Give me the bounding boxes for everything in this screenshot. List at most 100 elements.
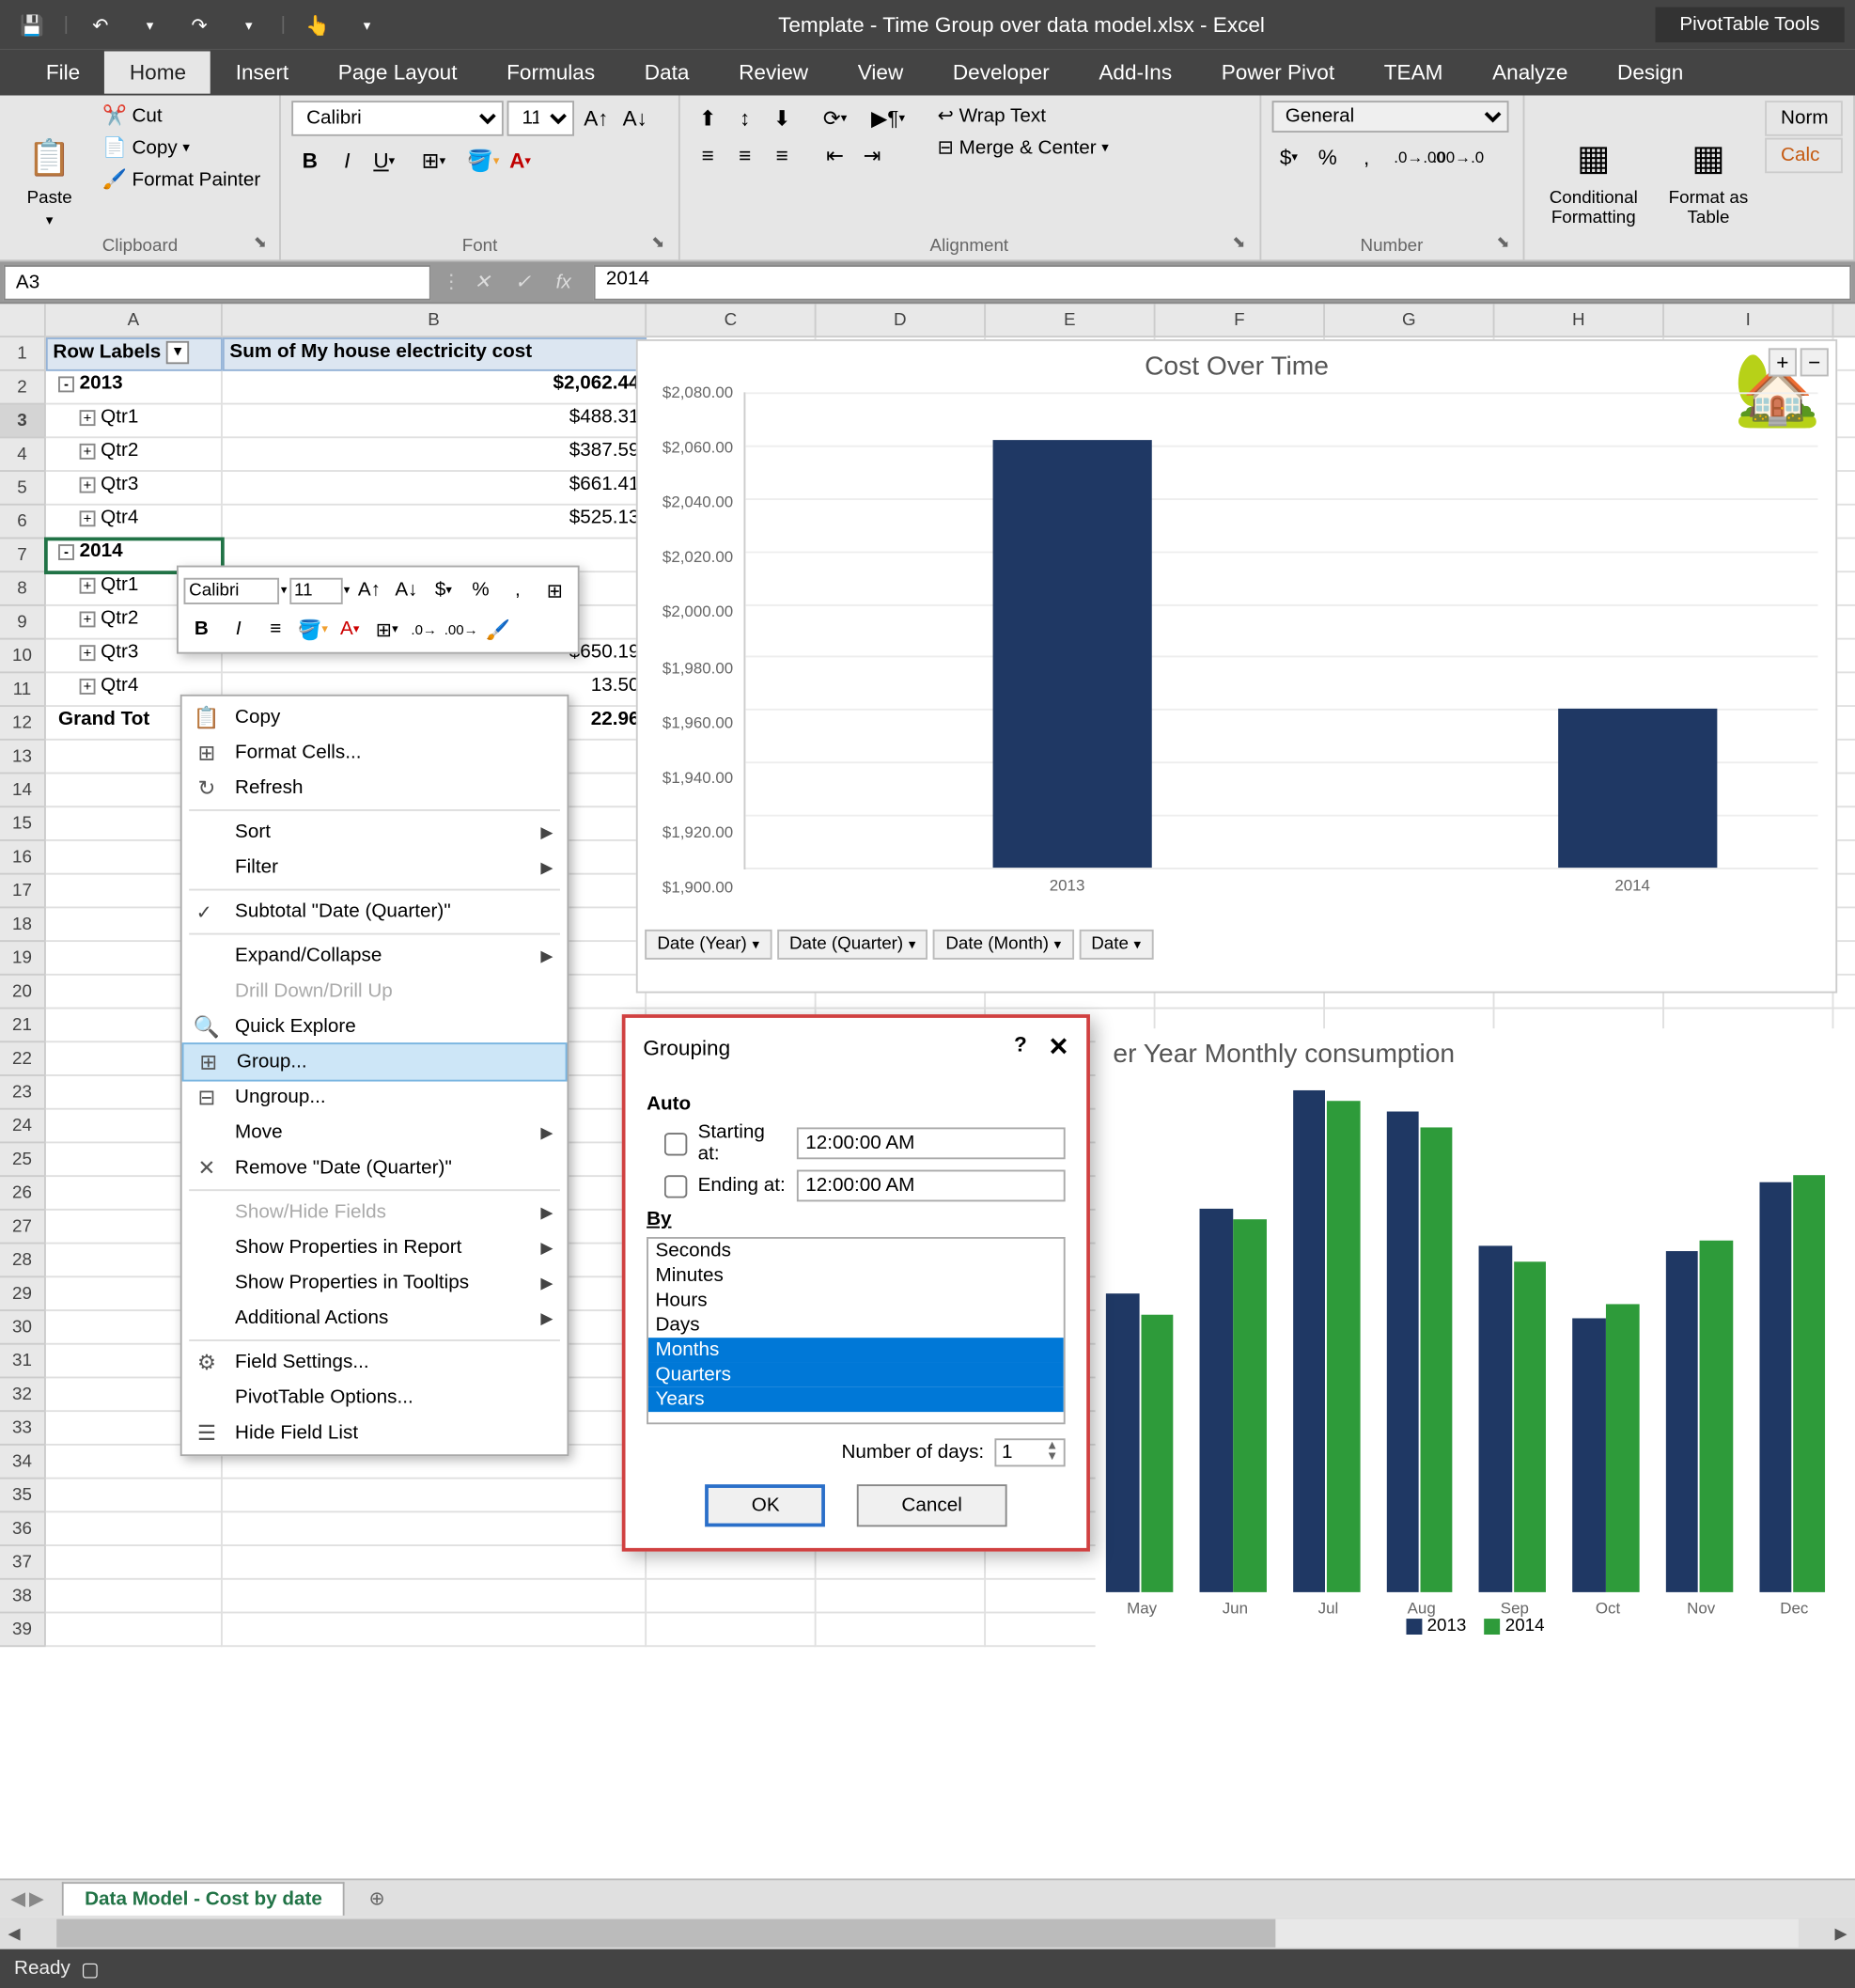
list-item[interactable]: Seconds: [648, 1239, 1064, 1263]
touch-mode-icon[interactable]: 👆: [296, 6, 338, 44]
cancel-button[interactable]: Cancel: [857, 1484, 1005, 1526]
field-button[interactable]: Date (Month) ▾: [933, 930, 1073, 960]
ribbon-tab-add-ins[interactable]: Add-Ins: [1074, 52, 1196, 94]
cell[interactable]: [46, 1580, 223, 1614]
decrease-font-icon[interactable]: A↓: [617, 101, 653, 136]
increase-font-icon[interactable]: A↑: [351, 572, 387, 608]
macro-record-icon[interactable]: ▢: [81, 1957, 100, 1980]
row-header[interactable]: 36: [0, 1512, 44, 1546]
border-icon[interactable]: ⊞: [538, 572, 573, 608]
bold-button[interactable]: B: [184, 611, 220, 647]
col-header[interactable]: D: [817, 304, 986, 336]
cell[interactable]: [223, 1580, 647, 1614]
align-center-icon[interactable]: ≡: [727, 138, 763, 174]
percent-format-icon[interactable]: %: [1310, 140, 1346, 176]
decrease-decimal-icon[interactable]: .00→.0: [1441, 140, 1476, 176]
cell[interactable]: +Qtr2: [46, 438, 223, 472]
horizontal-scrollbar[interactable]: ◀ ▶: [0, 1918, 1855, 1949]
align-icon[interactable]: ≡: [257, 611, 293, 647]
row-header[interactable]: 13: [0, 741, 44, 775]
merge-center-button[interactable]: ⊟Merge & Center ▾: [930, 133, 1115, 163]
ribbon-tab-developer[interactable]: Developer: [928, 52, 1074, 94]
name-box[interactable]: A3: [4, 264, 431, 300]
collapse-icon[interactable]: −: [1800, 348, 1829, 376]
ribbon-tab-review[interactable]: Review: [714, 52, 834, 94]
menu-item[interactable]: 📋Copy: [182, 699, 568, 735]
row-header[interactable]: 14: [0, 774, 44, 807]
ribbon-tab-view[interactable]: View: [833, 52, 928, 94]
cell[interactable]: $488.31: [223, 405, 647, 439]
row-header[interactable]: 18: [0, 908, 44, 942]
expand-icon[interactable]: +: [1769, 348, 1797, 376]
redo-icon[interactable]: ↷: [179, 6, 221, 44]
menu-item[interactable]: ⚙Field Settings...: [182, 1345, 568, 1381]
chart-cost-over-time[interactable]: Cost Over Time 🏡 $2,080.00$2,060.00$2,04…: [636, 339, 1837, 994]
field-button[interactable]: Date ▾: [1079, 930, 1153, 960]
menu-item[interactable]: Filter▶: [182, 850, 568, 885]
row-header[interactable]: 31: [0, 1345, 44, 1379]
list-item[interactable]: Quarters: [648, 1362, 1064, 1386]
row-header[interactable]: 1: [0, 337, 44, 371]
expand-collapse-icon[interactable]: -: [58, 544, 74, 560]
menu-item[interactable]: ⊞Group...: [182, 1042, 568, 1081]
row-header[interactable]: 15: [0, 807, 44, 841]
expand-collapse-icon[interactable]: +: [80, 444, 96, 460]
list-item[interactable]: Hours: [648, 1289, 1064, 1313]
col-header[interactable]: H: [1494, 304, 1663, 336]
close-icon[interactable]: ✕: [1048, 1032, 1068, 1062]
new-sheet-button[interactable]: ⊕: [359, 1881, 395, 1917]
font-color-icon[interactable]: A▾: [332, 611, 367, 647]
dialog-launcher-icon[interactable]: ⬊: [1496, 233, 1518, 255]
ribbon-tab-page-layout[interactable]: Page Layout: [313, 52, 481, 94]
expand-collapse-icon[interactable]: -: [58, 376, 74, 392]
row-header[interactable]: 21: [0, 1009, 44, 1042]
help-icon[interactable]: ?: [1014, 1032, 1027, 1062]
row-header[interactable]: 11: [0, 673, 44, 707]
enter-formula-icon[interactable]: ✓: [504, 264, 542, 300]
starting-at-checkbox[interactable]: [664, 1132, 687, 1154]
col-header[interactable]: C: [647, 304, 816, 336]
ribbon-tab-design[interactable]: Design: [1593, 52, 1708, 94]
cell[interactable]: [647, 1613, 816, 1647]
row-header[interactable]: 19: [0, 942, 44, 976]
currency-icon[interactable]: $ ▾: [426, 572, 461, 608]
cell[interactable]: $661.41: [223, 472, 647, 506]
next-sheet-icon[interactable]: ▶: [29, 1887, 44, 1910]
bold-button[interactable]: B: [292, 143, 328, 179]
col-header[interactable]: A: [46, 304, 223, 336]
list-item[interactable]: Days: [648, 1313, 1064, 1338]
increase-font-icon[interactable]: A↑: [579, 101, 615, 136]
row-header[interactable]: 20: [0, 976, 44, 1010]
menu-item[interactable]: ⊞Format Cells...: [182, 735, 568, 771]
menu-item[interactable]: ⊟Ungroup...: [182, 1080, 568, 1116]
row-header[interactable]: 7: [0, 539, 44, 572]
ok-button[interactable]: OK: [706, 1484, 826, 1526]
filter-dropdown-icon[interactable]: ▾: [166, 341, 189, 364]
undo-icon[interactable]: ↶: [79, 6, 121, 44]
mini-font-name[interactable]: [184, 577, 280, 603]
list-item[interactable]: Minutes: [648, 1263, 1064, 1288]
decrease-indent-icon[interactable]: ⇤: [818, 138, 853, 174]
inc-decimal-icon[interactable]: .0→: [406, 611, 442, 647]
menu-item[interactable]: Show Properties in Tooltips▶: [182, 1265, 568, 1301]
row-header[interactable]: 38: [0, 1580, 44, 1614]
expand-collapse-icon[interactable]: +: [80, 611, 96, 627]
row-header[interactable]: 8: [0, 572, 44, 606]
cell[interactable]: Sum of My house electricity cost: [223, 337, 647, 371]
italic-button[interactable]: I: [221, 611, 257, 647]
dialog-launcher-icon[interactable]: ⬊: [254, 233, 275, 255]
mini-font-size[interactable]: [288, 577, 341, 603]
ending-at-input[interactable]: [797, 1170, 1066, 1202]
cell[interactable]: [46, 1512, 223, 1546]
row-header[interactable]: 28: [0, 1244, 44, 1278]
dec-decimal-icon[interactable]: .00→: [444, 611, 479, 647]
underline-button[interactable]: U ▾: [366, 143, 402, 179]
style-normal[interactable]: Norm: [1765, 101, 1843, 136]
sheet-tab[interactable]: Data Model - Cost by date: [62, 1882, 346, 1916]
border-icon[interactable]: ⊞▾: [369, 611, 405, 647]
cell[interactable]: [223, 1546, 647, 1580]
align-middle-icon[interactable]: ↕: [727, 101, 763, 136]
row-header[interactable]: 4: [0, 438, 44, 472]
menu-item[interactable]: Move▶: [182, 1115, 568, 1151]
ribbon-tab-power-pivot[interactable]: Power Pivot: [1196, 52, 1359, 94]
